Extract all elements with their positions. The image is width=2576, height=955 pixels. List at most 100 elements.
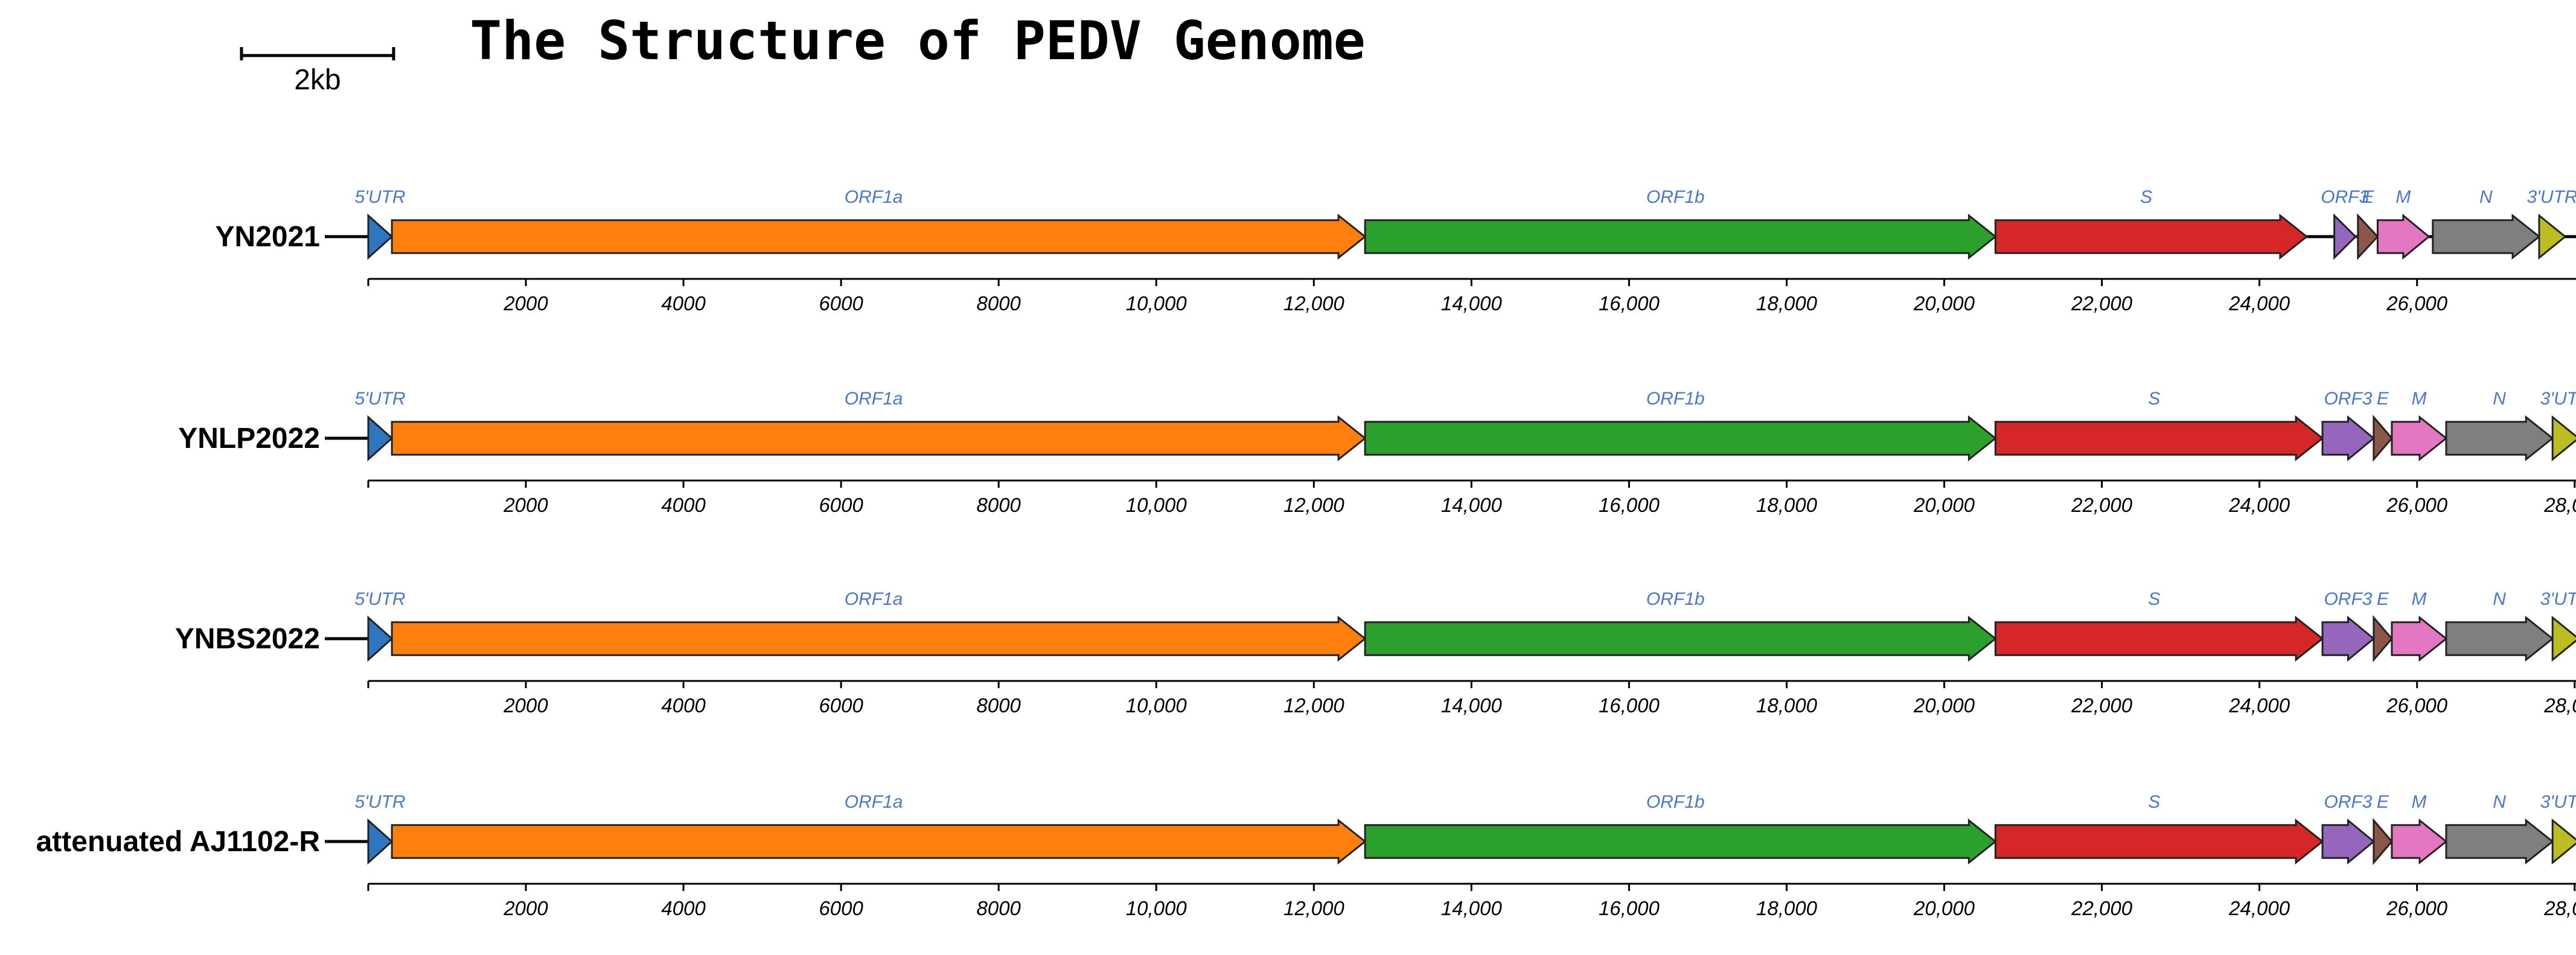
gene-arrow-n	[2445, 615, 2554, 662]
axis-tick-label: 26,000	[2386, 292, 2448, 315]
gene-arrow-orf3	[2321, 818, 2376, 865]
gene-arrow-orf1a	[391, 818, 1367, 865]
gene-arrow-s	[1994, 213, 2309, 260]
gene-label-m: M	[2411, 792, 2426, 812]
axis-tick-label: 6000	[819, 897, 863, 919]
axis-tick-label: 16,000	[1599, 494, 1660, 516]
gene-arrow-orf3	[2321, 415, 2376, 462]
axis-tick-label: 8000	[976, 292, 1021, 315]
axis-tick-label: 22,000	[2071, 694, 2133, 717]
gene-label-orf3: ORF3	[2324, 589, 2372, 609]
genome-name: YN2021	[216, 221, 320, 253]
axis-tick-label: 26,000	[2386, 897, 2448, 919]
axis-tick-label: 8000	[976, 694, 1021, 717]
axis-tick-label: 2000	[503, 494, 548, 516]
gene-arrow-5-utr	[367, 415, 394, 462]
axis-tick-label: 6000	[819, 494, 863, 516]
axis-tick-label: 10,000	[1126, 292, 1187, 315]
gene-label-s: S	[2148, 389, 2160, 409]
gene-label-3-utr: 3'UTR	[2540, 792, 2576, 812]
gene-label-s: S	[2148, 589, 2160, 609]
gene-label-e: E	[2362, 187, 2374, 207]
axis-tick-label: 14,000	[1441, 292, 1503, 315]
axis-tick-label: 18,000	[1756, 694, 1818, 717]
gene-label-5-utr: 5'UTR	[355, 589, 406, 609]
axis-tick-label: 28,000	[2543, 694, 2576, 717]
scale-bar-label: 2kb	[294, 64, 340, 96]
gene-label-5-utr: 5'UTR	[355, 792, 406, 812]
axis-tick-label: 20,000	[1913, 292, 1975, 315]
gene-arrow-s	[1994, 415, 2324, 462]
gene-label-5-utr: 5'UTR	[355, 389, 406, 409]
axis-tick-label: 2000	[503, 897, 548, 919]
axis-tick-label: 16,000	[1599, 897, 1660, 919]
gene-arrow-3-utr	[2551, 615, 2576, 662]
axis-tick-label: 16,000	[1599, 694, 1660, 717]
axis-tick-label: 22,000	[2071, 292, 2133, 315]
gene-arrow-5-utr	[367, 818, 394, 865]
gene-label-3-utr: 3'UTR	[2540, 389, 2576, 409]
gene-label-n: N	[2493, 792, 2506, 812]
gene-label-5-utr: 5'UTR	[355, 187, 406, 207]
axis-tick-label: 24,000	[2228, 897, 2290, 919]
genome-name: YNLP2022	[178, 423, 320, 455]
gene-arrow-orf1a	[391, 615, 1367, 662]
gene-label-orf1a: ORF1a	[845, 389, 903, 409]
gene-label-e: E	[2377, 792, 2389, 812]
axis-tick-label: 24,000	[2228, 694, 2290, 717]
axis-tick-label: 12,000	[1283, 292, 1345, 315]
diagram-title: The Structure of PEDV Genome	[470, 10, 1365, 72]
gene-label-orf1a: ORF1a	[845, 187, 903, 207]
gene-arrow-m	[2376, 213, 2431, 260]
axis-tick-label: 24,000	[2228, 494, 2290, 516]
gene-arrow-e	[2373, 817, 2393, 866]
axis-tick-label: 18,000	[1756, 292, 1818, 315]
axis-tick-label: 14,000	[1441, 694, 1503, 717]
gene-arrow-e	[2357, 213, 2379, 260]
gene-arrow-5-utr	[367, 615, 394, 662]
axis-tick-label: 20,000	[1913, 494, 1975, 516]
gene-arrow-s	[1994, 615, 2324, 662]
axis-tick-label: 2000	[503, 292, 548, 315]
axis-tick-label: 14,000	[1441, 494, 1503, 516]
axis-tick-label: 20,000	[1913, 694, 1975, 717]
gene-arrow-orf1a	[391, 213, 1367, 260]
gene-label-3-utr: 3'UTR	[2540, 589, 2576, 609]
axis-tick-label: 22,000	[2071, 897, 2133, 919]
axis-tick-label: 8000	[976, 897, 1021, 919]
gene-label-orf1b: ORF1b	[1646, 792, 1705, 812]
gene-label-orf1b: ORF1b	[1646, 187, 1705, 207]
axis-tick-label: 12,000	[1283, 494, 1345, 516]
axis-tick-label: 20,000	[1913, 897, 1975, 919]
gene-label-s: S	[2148, 792, 2160, 812]
gene-arrow-3-utr	[2551, 415, 2576, 462]
gene-label-orf1a: ORF1a	[845, 792, 903, 812]
gene-arrow-e	[2373, 615, 2393, 663]
gene-arrow-orf1b	[1364, 213, 1997, 260]
gene-arrow-orf3	[2333, 213, 2357, 260]
axis-tick-label: 18,000	[1756, 897, 1818, 919]
axis-tick-label: 8000	[976, 494, 1021, 516]
gene-label-n: N	[2493, 589, 2506, 609]
gene-label-orf3: ORF3	[2324, 389, 2372, 409]
gene-arrow-3-utr	[2538, 213, 2567, 260]
gene-label-n: N	[2493, 389, 2506, 409]
gene-arrow-5-utr	[367, 213, 394, 260]
axis-tick-label: 28,000	[2543, 897, 2576, 919]
gene-label-s: S	[2140, 187, 2152, 207]
gene-arrow-orf1b	[1364, 415, 1997, 462]
gene-arrow-m	[2391, 615, 2448, 662]
gene-arrow-m	[2391, 415, 2448, 462]
axis-tick-label: 26,000	[2386, 694, 2448, 717]
gene-label-3-utr: 3'UTR	[2526, 187, 2576, 207]
gene-label-orf1b: ORF1b	[1646, 389, 1705, 409]
gene-label-orf3: ORF3	[2321, 187, 2369, 207]
gene-label-n: N	[2479, 187, 2493, 207]
axis-tick-label: 24,000	[2228, 292, 2290, 315]
gene-label-m: M	[2395, 187, 2411, 207]
genome-name: attenuated AJ1102-R	[36, 826, 320, 858]
